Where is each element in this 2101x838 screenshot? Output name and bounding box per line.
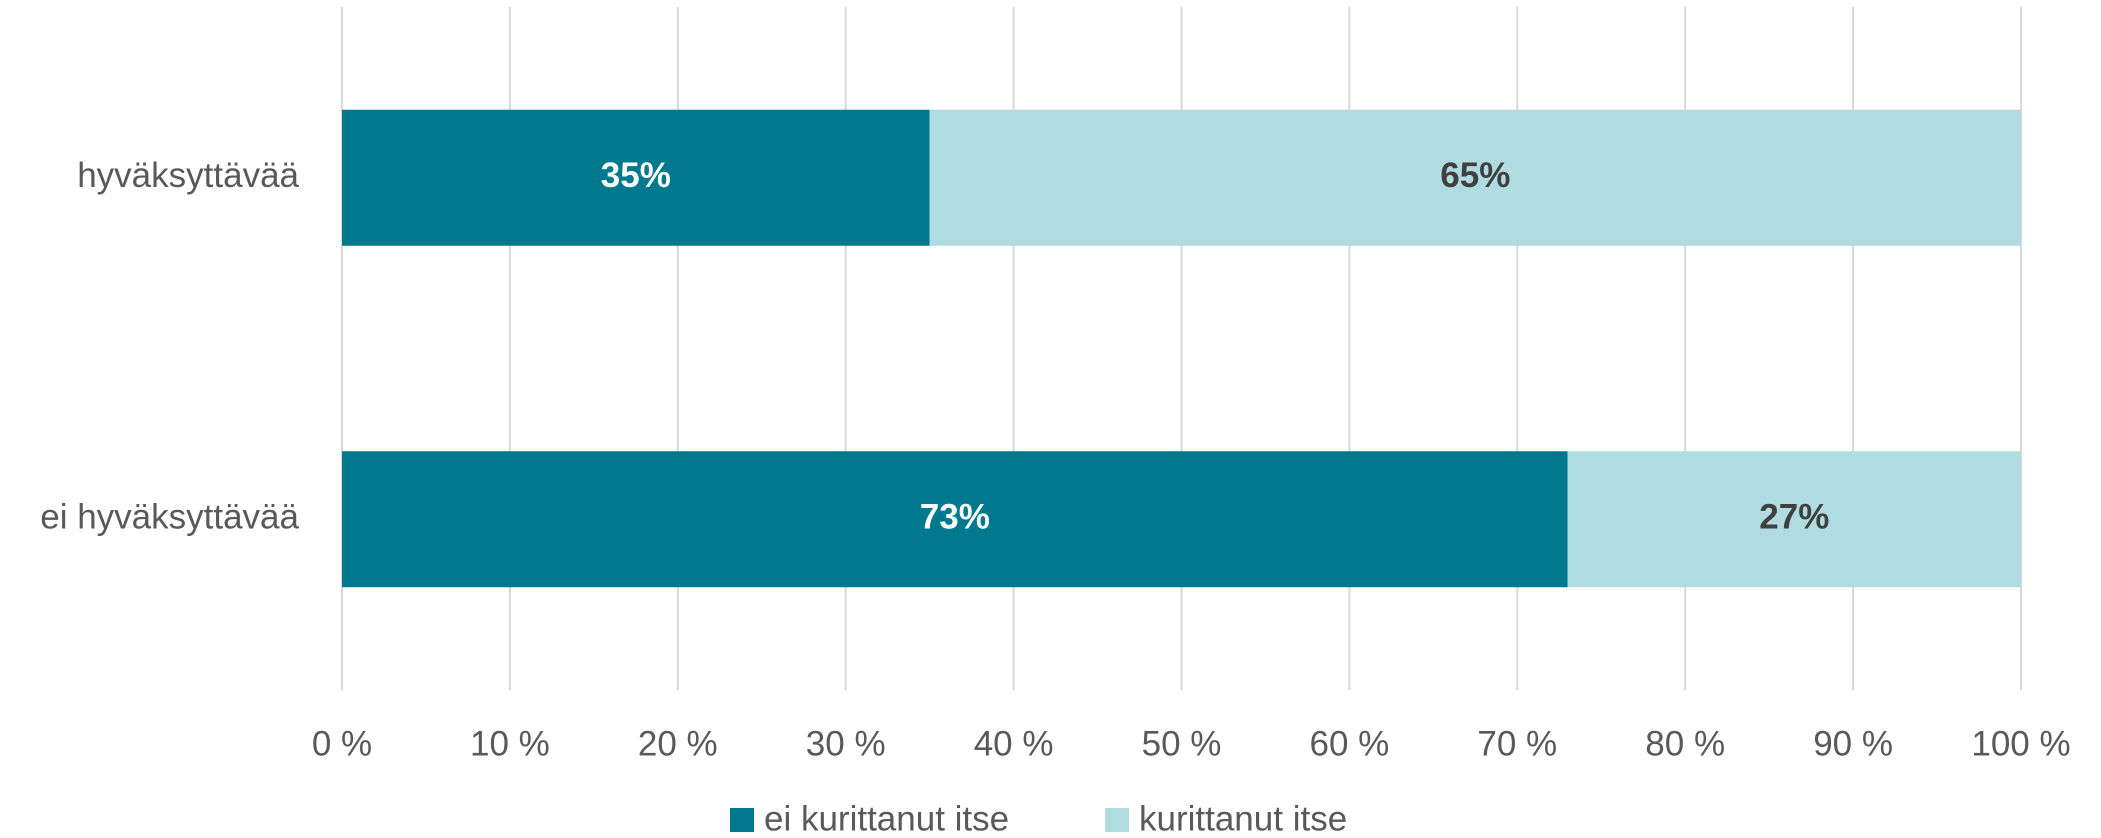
x-tick-label: 10 % xyxy=(470,724,550,763)
bar-segment xyxy=(1567,451,2021,588)
data-label: 35% xyxy=(601,156,671,195)
x-tick-label: 20 % xyxy=(638,724,718,763)
legend-label: kurittanut itse xyxy=(1139,799,1347,838)
x-tick-label: 50 % xyxy=(1142,724,1222,763)
bar-segment xyxy=(929,109,2021,246)
x-tick-label: 40 % xyxy=(974,724,1054,763)
y-tick-label: ei hyväksyttävää xyxy=(40,498,299,537)
legend-swatch xyxy=(730,808,754,832)
x-tick-label: 30 % xyxy=(806,724,886,763)
x-tick-label: 60 % xyxy=(1310,724,1390,763)
y-tick-label: hyväksyttävää xyxy=(77,156,299,195)
data-label: 27% xyxy=(1759,498,1829,537)
legend-label: ei kurittanut itse xyxy=(764,799,1009,838)
x-tick-label: 80 % xyxy=(1645,724,1725,763)
x-tick-label: 0 % xyxy=(312,724,372,763)
x-tick-label: 90 % xyxy=(1813,724,1893,763)
bar-segment xyxy=(342,451,1568,588)
data-label: 65% xyxy=(1440,156,1510,195)
x-tick-label: 70 % xyxy=(1477,724,1557,763)
legend-swatch xyxy=(1105,808,1129,832)
bar-segment xyxy=(342,109,930,246)
data-label: 73% xyxy=(920,498,990,537)
x-tick-label: 100 % xyxy=(1971,724,2070,763)
